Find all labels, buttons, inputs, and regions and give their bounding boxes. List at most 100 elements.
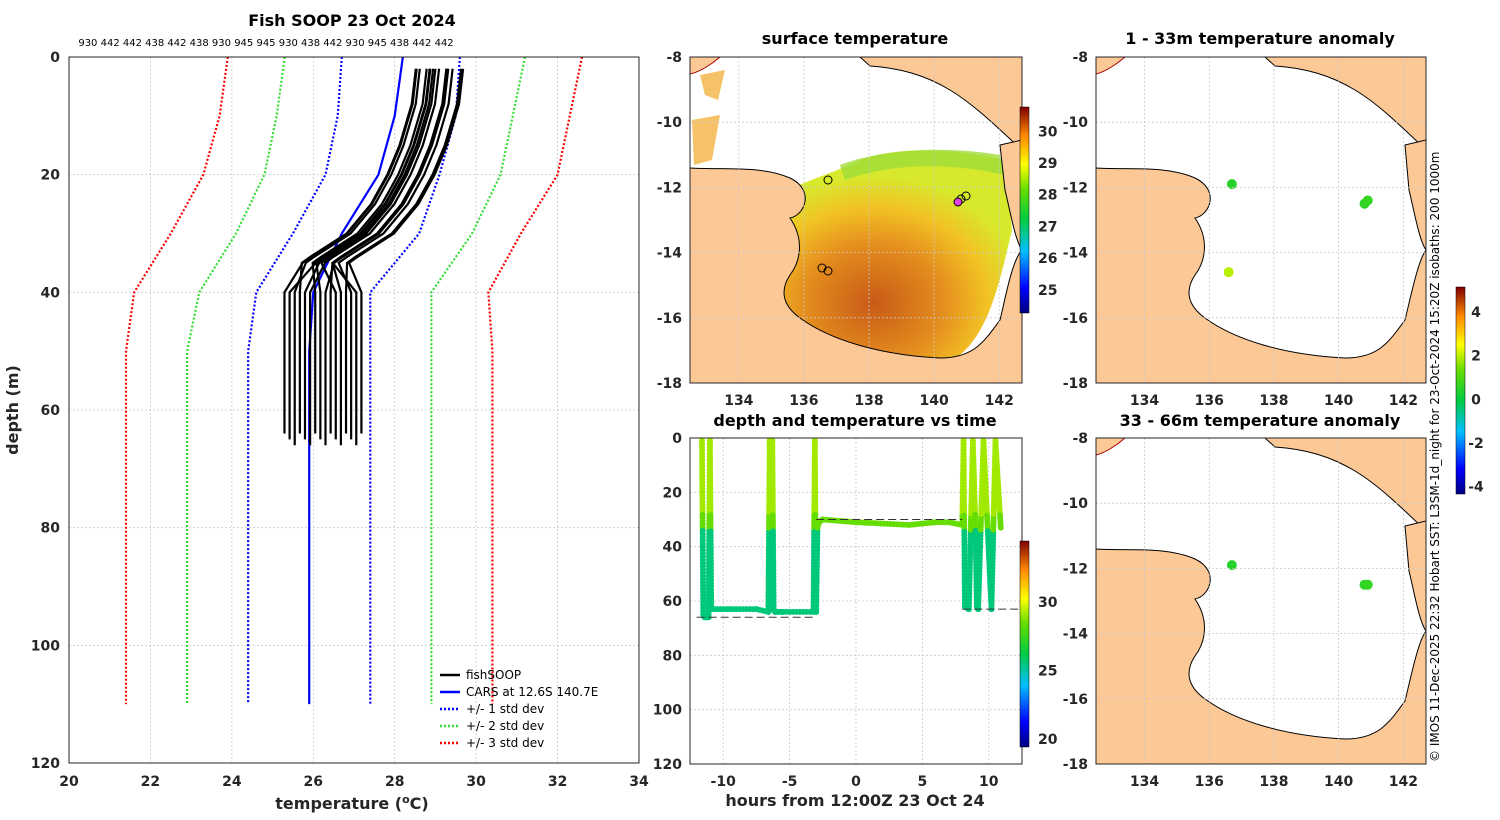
sensor-ids: 930 442 442 438 442 438 930 945 945 930 …	[78, 38, 453, 49]
profile-xlabel: temperature (oC)	[275, 793, 428, 813]
lat-tick-label: -12	[1063, 561, 1088, 577]
sst-ticks: -8 -10 -12 -14 -16 -18 134 136 138 140 142	[657, 50, 1014, 409]
depth-tick-label: 100	[653, 703, 682, 719]
x-tick-label: 34	[629, 774, 649, 790]
anomaly-colorbar-label: 0	[1471, 392, 1481, 408]
anomaly-deep-body	[1096, 438, 1426, 764]
fishsoop-profile	[311, 68, 428, 434]
fishsoop-profile	[337, 68, 454, 440]
sst-land-australia	[690, 167, 1022, 383]
lat-tick-label: -10	[1063, 496, 1089, 512]
depth-tick-label: 80	[663, 648, 683, 664]
timeseries-colorbar-label: 25	[1038, 663, 1057, 679]
profile-legend: fishSOOP CARS at 12.6S 140.7E +/- 1 std …	[440, 668, 598, 750]
profile-grid	[69, 57, 639, 763]
copyright: © IMOS 11-Dec-2025 22:32 Hobart SST: L3S…	[1428, 152, 1442, 763]
lat-tick-label: -8	[1072, 50, 1088, 66]
x-tick-label: 32	[548, 774, 567, 790]
y-tick-label: 0	[50, 50, 60, 66]
sst-colorbar-label: 28	[1038, 188, 1057, 204]
sst-colorbar-label: 27	[1038, 219, 1057, 235]
sst-marker	[961, 191, 971, 201]
profile-y-ticks: 0 20 40 60 80 100 120	[31, 50, 60, 772]
anomaly-colorbar-label: 4	[1471, 305, 1481, 321]
xlabel-text: temperature (	[275, 794, 402, 813]
anomaly-point	[1223, 267, 1234, 278]
sst-patch-north	[700, 70, 725, 100]
depth-tick-label: 20	[663, 485, 683, 501]
x-tick-label: 24	[222, 774, 242, 790]
sst-marker	[823, 175, 833, 185]
sst-marker-current	[953, 197, 963, 207]
lat-tick-label: -12	[657, 180, 682, 196]
sst-map-panel: surface temperature -8 -10 -12 -14 -16 -18 134…	[657, 29, 1058, 409]
anomaly-shallow-land-australia	[1096, 167, 1426, 383]
y-tick-label: 100	[31, 638, 60, 654]
timeseries-colorbar	[1019, 540, 1030, 748]
timeseries-xlabel: hours from 12:00Z 23 Oct 24	[725, 791, 984, 810]
legend-std3: +/- 3 std dev	[466, 736, 544, 750]
lon-tick-label: 138	[1259, 774, 1288, 790]
anomaly-shallow-grid	[1096, 57, 1426, 383]
fishsoop-profile	[303, 68, 435, 440]
anomaly-shallow-land-new-guinea	[1264, 57, 1426, 151]
lon-tick-label: 136	[789, 393, 818, 409]
depth-tick-label: 40	[663, 540, 683, 556]
lat-tick-label: -16	[657, 311, 682, 327]
sst-colorbar-label: 29	[1038, 156, 1057, 172]
timeseries-colorbar-label: 30	[1038, 595, 1058, 611]
anomaly-deep-land-australia	[1096, 548, 1426, 764]
anomaly-deep-title: 33 - 66m temperature anomaly	[1120, 411, 1401, 430]
sst-colorbar-label: 26	[1038, 251, 1057, 267]
lat-tick-label: -18	[1063, 757, 1088, 773]
profile-x-ticks: 20 22 24 26 28 30 32 34	[59, 774, 649, 790]
sst-marker	[817, 263, 827, 273]
lat-tick-label: -14	[657, 246, 683, 262]
lon-tick-label: 142	[985, 393, 1014, 409]
fishsoop-profile	[293, 68, 421, 446]
y-tick-label: 120	[31, 756, 60, 772]
x-tick-label: 20	[59, 774, 79, 790]
anomaly-deep-land-new-guinea	[1264, 438, 1426, 532]
time-tick-label: 5	[918, 774, 928, 790]
sst-patch-west	[692, 115, 720, 165]
std-dev-line	[487, 56, 584, 705]
lat-tick-label: -8	[1072, 431, 1088, 447]
sst-grid	[690, 57, 1022, 383]
lat-tick-label: -16	[1063, 692, 1088, 708]
y-tick-label: 20	[41, 168, 61, 184]
lat-tick-label: -14	[1063, 246, 1089, 262]
lat-tick-label: -10	[1063, 115, 1089, 131]
legend-cars: CARS at 12.6S 140.7E	[466, 685, 598, 699]
std-dev-line	[247, 56, 343, 705]
anomaly-deep-points	[1226, 560, 1373, 590]
profile-panel: Fish SOOP 23 Oct 2024 930 442 442 438 44…	[3, 11, 649, 813]
fishsoop-profile	[309, 68, 441, 446]
lat-tick-label: -18	[1063, 376, 1088, 392]
anomaly-point	[1362, 195, 1373, 206]
profile-title: Fish SOOP 23 Oct 2024	[248, 11, 456, 30]
sst-colorbar-label: 25	[1038, 283, 1057, 299]
sst-land-new-guinea	[859, 57, 1022, 151]
anomaly-shallow-body	[1096, 57, 1426, 383]
anomaly-shallow-panel: 1 - 33m temperature anomaly -8-10-12-14-…	[1063, 29, 1427, 409]
lon-tick-label: 140	[1324, 393, 1353, 409]
lat-tick-label: -16	[1063, 311, 1088, 327]
lon-tick-label: 134	[724, 393, 753, 409]
time-tick-label: 10	[979, 774, 999, 790]
anomaly-colorbar-label: -4	[1468, 479, 1484, 495]
timeseries-colorbar-ticks: 30 25 20	[1038, 595, 1058, 748]
anomaly-colorbar	[1455, 286, 1466, 495]
anomaly-point	[1226, 560, 1237, 571]
fishsoop-profile	[347, 68, 465, 434]
anomaly-deep-axes	[1095, 437, 1427, 765]
anomaly-shallow-ticks: -8 -10 -12 -14 -16 -18 134 136 138 140 142	[1063, 50, 1418, 409]
std-dev-line	[124, 56, 229, 705]
fishsoop-profile	[315, 68, 432, 440]
lon-tick-label: 142	[1389, 393, 1418, 409]
anomaly-colorbar-label: -2	[1468, 436, 1484, 452]
anomaly-shallow-points	[1223, 179, 1373, 278]
profile-series	[124, 56, 584, 705]
